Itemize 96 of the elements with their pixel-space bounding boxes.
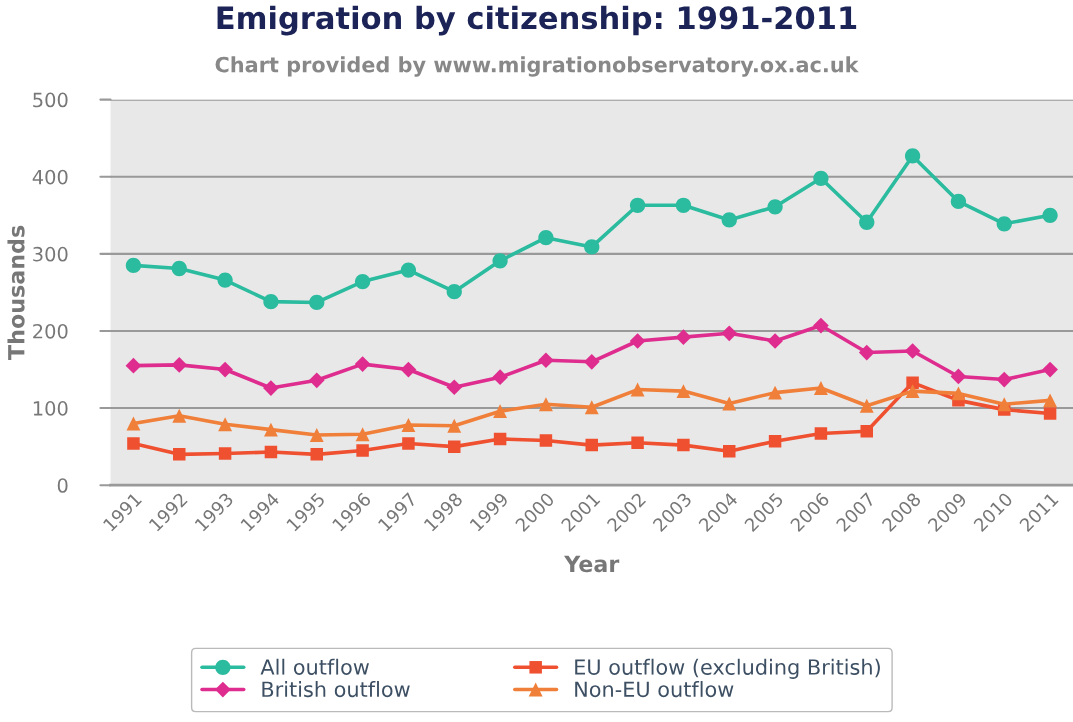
point (858, 344, 875, 361)
point (309, 294, 325, 311)
point (493, 404, 508, 419)
point (446, 379, 463, 396)
point (493, 432, 507, 446)
point (859, 214, 875, 230)
point (1042, 361, 1058, 378)
point (218, 417, 233, 432)
point (354, 273, 371, 290)
point (172, 408, 187, 423)
point (171, 357, 188, 373)
chart-subtitle: Chart provided by www.migrationobservatory.ox.ac.uk (215, 56, 859, 77)
point (630, 382, 645, 397)
point (125, 257, 142, 274)
point (356, 444, 369, 457)
point (904, 148, 921, 164)
point (905, 384, 920, 399)
point (813, 381, 828, 395)
point (721, 325, 738, 342)
point (217, 272, 233, 288)
point (538, 230, 554, 246)
point (263, 422, 278, 437)
point (448, 440, 461, 453)
legend-label: British outflow (262, 681, 410, 698)
point (400, 361, 417, 378)
point (996, 371, 1013, 388)
point (492, 253, 508, 269)
point (538, 352, 554, 369)
point (767, 199, 783, 215)
point (217, 361, 233, 378)
point (355, 427, 370, 442)
point (768, 434, 782, 448)
point (813, 170, 829, 186)
point (768, 385, 783, 400)
point (218, 447, 232, 460)
y-tick-label: 300 (33, 246, 68, 262)
chart-title: Emigration by citizenship: 1991-2011 (217, 5, 857, 36)
point (539, 434, 553, 447)
point (354, 356, 371, 372)
point (585, 438, 599, 452)
point (951, 386, 966, 401)
point (584, 400, 599, 415)
point (906, 376, 919, 389)
point (859, 398, 874, 413)
point (767, 333, 783, 349)
y-tick-label: 100 (33, 401, 68, 416)
point (173, 448, 186, 461)
x-axis-title: Year (564, 555, 620, 573)
point (492, 369, 508, 386)
point (402, 437, 415, 450)
point (263, 294, 279, 310)
legend-label: All outflow (260, 658, 369, 675)
point (675, 197, 692, 213)
point (676, 384, 691, 399)
point (814, 427, 828, 440)
y-tick-label: 500 (33, 92, 68, 108)
y-axis-title: Thousands (7, 225, 25, 360)
point (997, 397, 1012, 412)
point (1042, 207, 1058, 223)
point (125, 357, 142, 374)
point (447, 418, 462, 433)
legend-label: EU outflow (excluding British) (575, 658, 880, 679)
point (310, 448, 324, 461)
point (308, 372, 325, 389)
point (996, 216, 1012, 232)
point (950, 193, 967, 210)
point (538, 397, 553, 412)
y-tick-label: 400 (32, 169, 68, 185)
point (1043, 393, 1058, 408)
point (950, 368, 967, 385)
point (1043, 407, 1057, 420)
point (723, 445, 736, 458)
point (629, 333, 646, 349)
y-tick-label: 0 (57, 478, 68, 493)
y-tick-label: 200 (33, 323, 68, 339)
point (401, 418, 416, 432)
point (813, 317, 829, 334)
point (721, 212, 737, 228)
point (126, 416, 141, 431)
point (904, 343, 921, 359)
point (264, 445, 278, 459)
point (722, 396, 737, 411)
point (171, 260, 187, 277)
point (263, 380, 279, 396)
point (675, 329, 692, 345)
point (400, 262, 417, 278)
point (677, 438, 690, 452)
point (127, 437, 140, 450)
point (309, 428, 324, 443)
point (631, 436, 644, 450)
point (584, 239, 600, 255)
point (860, 424, 873, 438)
legend-label: Non-EU outflow (575, 681, 734, 698)
point (583, 353, 600, 370)
point (446, 284, 462, 300)
point (629, 197, 646, 213)
